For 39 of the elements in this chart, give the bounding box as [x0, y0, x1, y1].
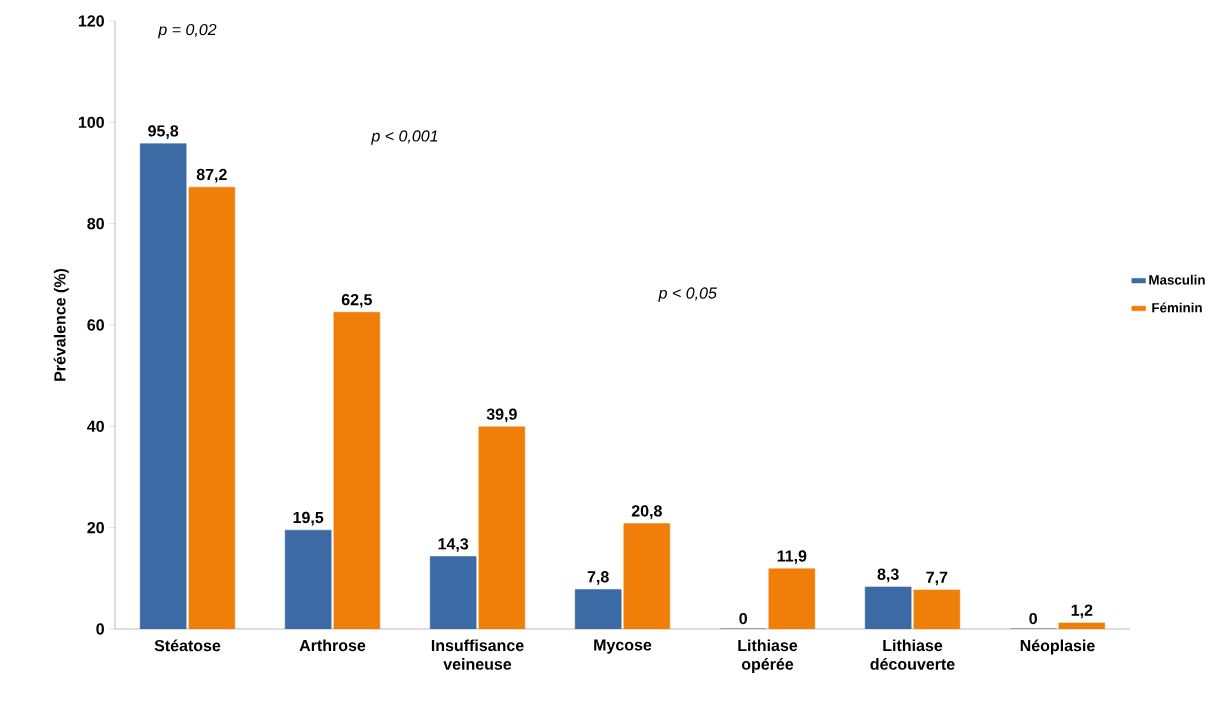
y-tick-label: 100 [78, 116, 104, 128]
x-tick-label: Arthrose [299, 639, 366, 652]
data-label: 1,2 [1071, 604, 1093, 619]
data-label: 7,8 [587, 571, 609, 585]
data-label: 11,9 [777, 550, 807, 564]
data-label: 95,8 [148, 125, 179, 139]
y-tick-label: 80 [87, 218, 104, 230]
y-tick-label: 0 [96, 623, 104, 635]
x-tick-label: Lithiase découverte [870, 639, 955, 670]
y-tick-label: 40 [87, 420, 104, 432]
bar [864, 586, 912, 629]
data-label: 0 [1029, 612, 1037, 625]
legend-label: Masculin [1149, 274, 1205, 285]
data-label: 87,2 [196, 168, 227, 183]
data-label: 62,5 [341, 293, 372, 308]
data-label: 39,9 [486, 408, 517, 423]
data-label: 8,3 [877, 568, 899, 583]
data-label: 19,5 [293, 511, 324, 526]
data-label: 20,8 [631, 505, 662, 519]
bar [284, 529, 332, 629]
x-tick-label: Stéatose [154, 639, 221, 652]
y-tick-label: 20 [87, 522, 104, 534]
legend-label: Féminin [1152, 302, 1202, 313]
x-tick-label: Lithiase opérée [738, 639, 798, 673]
y-tick-label: 120 [78, 15, 104, 27]
y-tick-label: 60 [87, 319, 104, 331]
x-tick-label: Néoplasie [1020, 639, 1095, 655]
bar [574, 589, 622, 629]
bar [139, 143, 187, 629]
x-tick-label: Mycose [594, 639, 652, 654]
annotation: p < 0,05 [658, 287, 717, 302]
annotation: p = 0,02 [157, 23, 217, 39]
annotation: p < 0,001 [371, 130, 438, 145]
bar [429, 556, 477, 629]
x-tick-label: Insuffisance veineuse [431, 639, 524, 670]
data-label: 7,7 [926, 571, 948, 586]
y-axis-title: Prévalence (%) [53, 268, 69, 381]
data-label: 0 [739, 612, 747, 625]
data-label: 14,3 [438, 538, 469, 552]
